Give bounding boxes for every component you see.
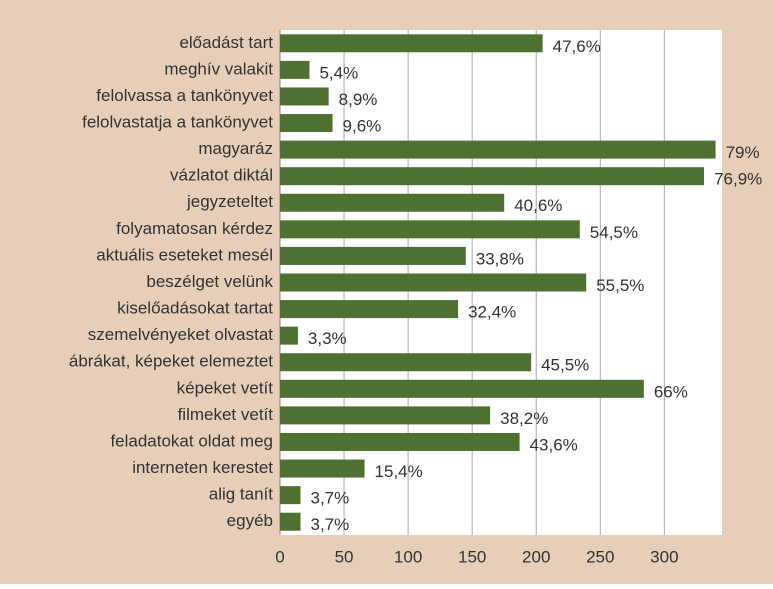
value-label: 3,3% — [308, 329, 347, 348]
y-tick-label: előadást tart — [179, 33, 273, 52]
bar — [280, 273, 587, 292]
value-label: 54,5% — [590, 223, 638, 242]
x-tick-label: 0 — [275, 547, 284, 566]
y-tick-label: ábrákat, képeket elemeztet — [69, 352, 273, 371]
value-label: 40,6% — [514, 196, 562, 215]
bar — [280, 114, 333, 133]
bar — [280, 87, 329, 106]
bar — [280, 193, 505, 212]
y-tick-label: meghív valakit — [164, 59, 273, 78]
y-tick-label: beszélget velünk — [146, 272, 273, 291]
bar — [280, 60, 310, 79]
bar — [280, 379, 644, 398]
bar — [280, 34, 543, 53]
value-label: 43,6% — [530, 435, 578, 454]
y-tick-label: felolvastatja a tankönyvet — [82, 113, 273, 132]
bar — [280, 406, 491, 425]
bar — [280, 432, 520, 451]
bar — [280, 167, 705, 186]
y-tick-label: kiselőadásokat tartat — [117, 299, 273, 318]
value-label: 3,7% — [310, 489, 349, 508]
value-label: 33,8% — [476, 249, 524, 268]
y-tick-label: vázlatot diktál — [170, 166, 273, 185]
value-label: 47,6% — [553, 37, 601, 56]
y-tick-label: egyéb — [227, 511, 273, 530]
y-tick-label: interneten kerestet — [132, 458, 273, 477]
value-label: 5,4% — [319, 63, 358, 82]
y-tick-label: jegyzeteltet — [186, 192, 273, 211]
y-tick-label: magyaráz — [198, 139, 273, 158]
bar — [280, 459, 365, 478]
x-tick-label: 200 — [522, 547, 550, 566]
bar — [280, 486, 301, 505]
bar — [280, 512, 301, 531]
bar — [280, 220, 580, 239]
y-tick-label: alig tanít — [209, 485, 274, 504]
value-label: 66% — [654, 382, 688, 401]
bar — [280, 300, 459, 319]
value-label: 8,9% — [339, 90, 378, 109]
y-tick-label: képeket vetít — [177, 378, 274, 397]
y-tick-label: feladatokat oldat meg — [110, 431, 273, 450]
x-tick-label: 250 — [586, 547, 614, 566]
value-label: 3,7% — [310, 515, 349, 534]
value-label: 38,2% — [500, 409, 548, 428]
value-label: 79% — [726, 143, 760, 162]
value-label: 32,4% — [468, 303, 516, 322]
bar — [280, 353, 532, 372]
x-tick-label: 150 — [458, 547, 486, 566]
y-tick-label: felolvassa a tankönyvet — [96, 86, 273, 105]
value-label: 45,5% — [541, 356, 589, 375]
value-label: 55,5% — [596, 276, 644, 295]
value-label: 9,6% — [343, 117, 382, 136]
bar — [280, 140, 716, 159]
x-tick-label: 300 — [650, 547, 678, 566]
bar — [280, 246, 466, 265]
y-tick-label: szemelvényeket olvastat — [88, 325, 273, 344]
y-tick-label: aktuális eseteket mesél — [96, 245, 273, 264]
y-tick-label: filmeket vetít — [178, 405, 274, 424]
value-label: 15,4% — [375, 462, 423, 481]
x-tick-label: 50 — [335, 547, 354, 566]
x-tick-label: 100 — [394, 547, 422, 566]
y-tick-label: folyamatosan kérdez — [116, 219, 273, 238]
value-label: 76,9% — [714, 170, 762, 189]
bar — [280, 326, 298, 345]
